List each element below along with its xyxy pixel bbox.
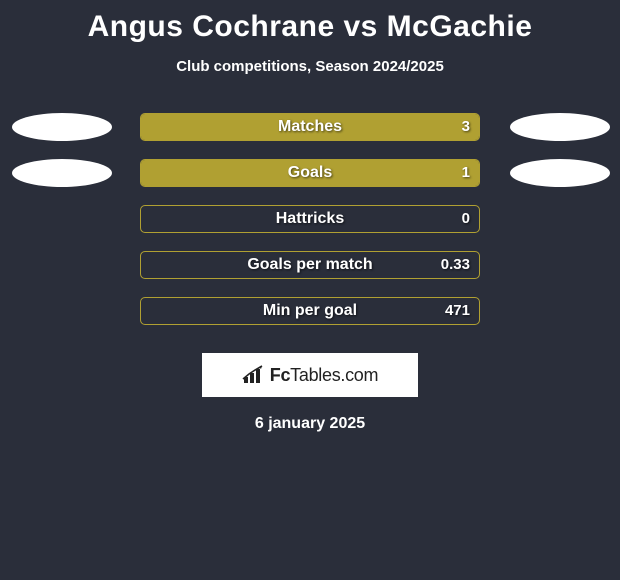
stats-container: Matches3Goals1Hattricks0Goals per match0… <box>0 113 620 343</box>
stat-row: Matches3 <box>0 113 620 159</box>
page-subtitle: Club competitions, Season 2024/2025 <box>0 58 620 75</box>
date-text: 6 january 2025 <box>0 415 620 433</box>
player-left-bubble <box>12 113 112 141</box>
stat-bar-fill-right <box>141 114 479 140</box>
logo-text: FcTables.com <box>270 365 378 386</box>
stat-bar <box>140 159 480 187</box>
chart-icon <box>242 365 266 385</box>
stat-row: Min per goal471 <box>0 297 620 343</box>
stat-row: Goals1 <box>0 159 620 205</box>
player-left-bubble <box>12 159 112 187</box>
player-right-bubble <box>510 159 610 187</box>
player-right-bubble <box>510 113 610 141</box>
stat-row: Hattricks0 <box>0 205 620 251</box>
stat-row: Goals per match0.33 <box>0 251 620 297</box>
stat-bar <box>140 113 480 141</box>
stat-bar-fill-right <box>141 160 479 186</box>
fctables-logo[interactable]: FcTables.com <box>202 353 418 397</box>
page-title: Angus Cochrane vs McGachie <box>0 0 620 44</box>
stat-bar <box>140 297 480 325</box>
stat-bar <box>140 251 480 279</box>
stat-bar <box>140 205 480 233</box>
